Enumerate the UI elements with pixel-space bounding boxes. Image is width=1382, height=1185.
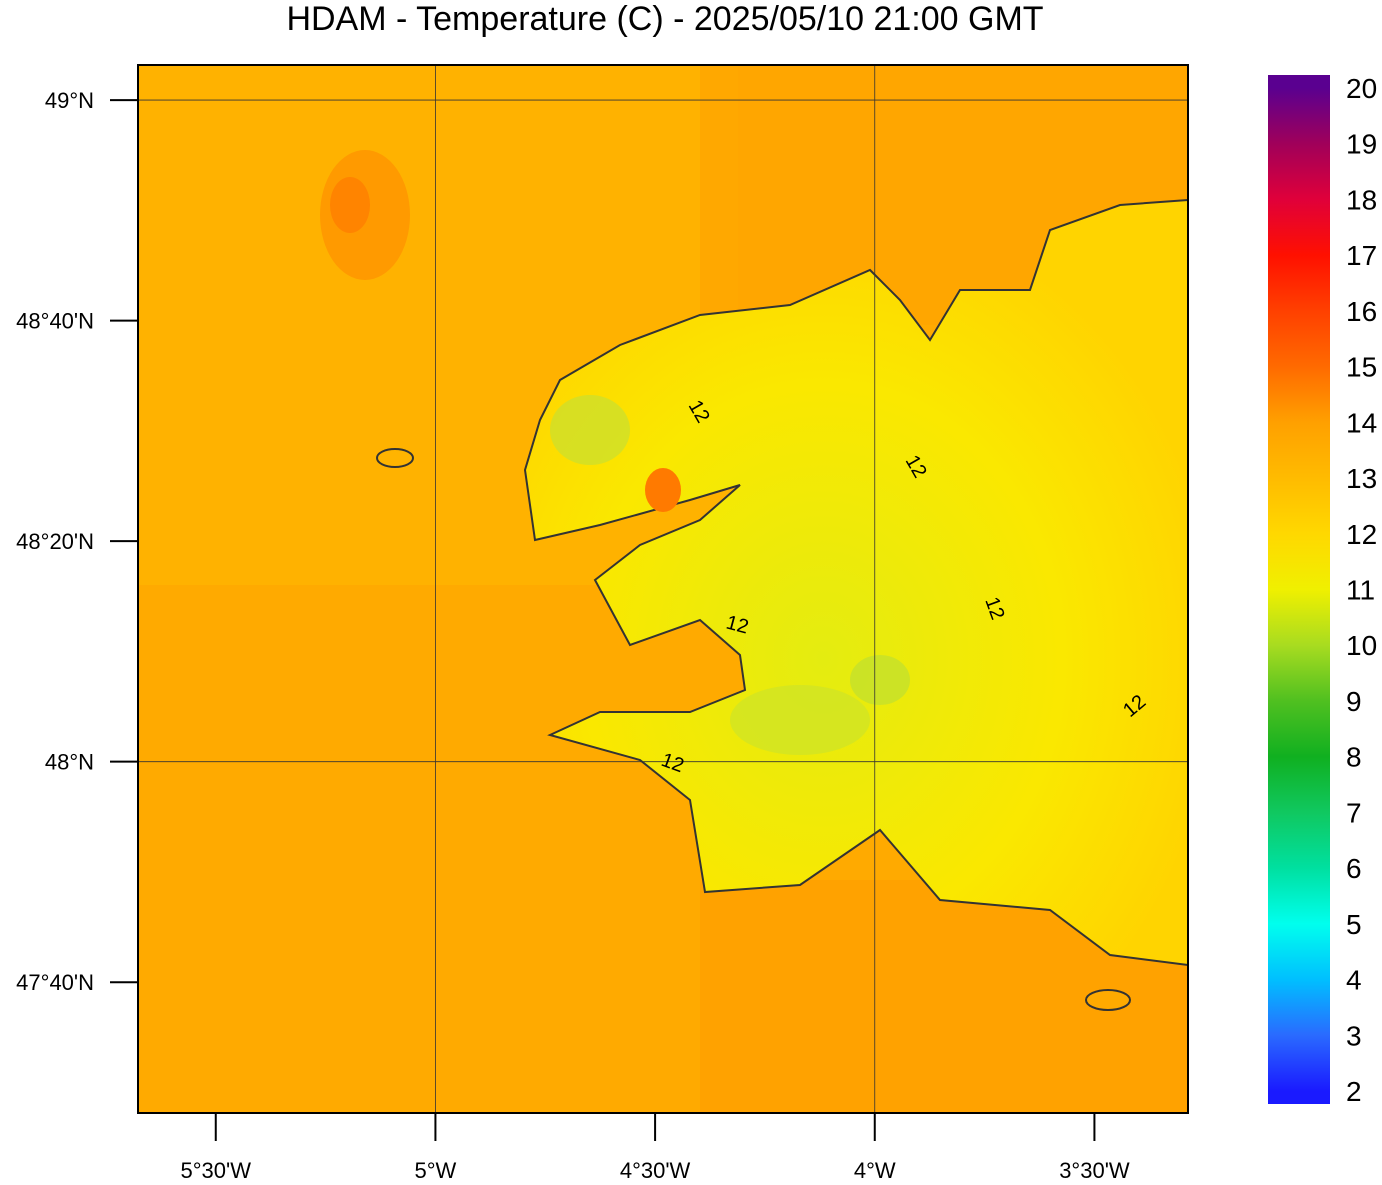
colorbar-tick-label: 4	[1346, 965, 1362, 996]
colorbar-tick-label: 3	[1346, 1020, 1362, 1051]
colorbar-tick-label: 16	[1346, 296, 1377, 327]
colorbar-tick-label: 12	[1346, 519, 1377, 550]
colorbar-tick-label: 9	[1346, 686, 1362, 717]
colorbar-tick-label: 5	[1346, 909, 1362, 940]
lat-tick-label: 48°40'N	[16, 309, 94, 334]
colorbar-tick-label: 7	[1346, 797, 1362, 828]
colorbar-tick-label: 10	[1346, 630, 1377, 661]
colorbar-tick-label: 14	[1346, 407, 1377, 438]
map-field	[138, 65, 1188, 1113]
lat-tick-label: 49°N	[45, 88, 94, 113]
colorbar-tick-label: 13	[1346, 463, 1377, 494]
lon-tick-label: 4°30'W	[620, 1158, 691, 1180]
lon-tick-label: 4°W	[854, 1158, 896, 1180]
grid	[138, 65, 1188, 1113]
lon-tick-label: 5°W	[415, 1158, 457, 1180]
lat-tick-label: 48°20'N	[16, 529, 94, 554]
colorbar-tick-label: 18	[1346, 184, 1377, 215]
lat-tick-label: 48°N	[45, 750, 94, 775]
lon-tick-label: 3°30'W	[1059, 1158, 1130, 1180]
land	[523, 198, 1188, 967]
colorbar-tick-label: 19	[1346, 129, 1377, 160]
colorbar-tick-label: 8	[1346, 742, 1362, 773]
map-frame	[137, 64, 1189, 1114]
colorbar-tick-label: 6	[1346, 853, 1362, 884]
colorbar	[1268, 75, 1330, 1104]
colorbar-tick-label: 2	[1346, 1076, 1362, 1107]
colorbar-tick-label: 17	[1346, 240, 1377, 271]
colorbar-tick-label: 20	[1346, 73, 1377, 104]
colorbar-tick-label: 15	[1346, 352, 1377, 383]
lon-tick-label: 5°30'W	[181, 1158, 252, 1180]
colorbar-tick-label: 11	[1346, 575, 1375, 606]
title: HDAM - Temperature (C) - 2025/05/10 21:0…	[286, 0, 1043, 38]
lat-tick-label: 47°40'N	[16, 970, 94, 995]
